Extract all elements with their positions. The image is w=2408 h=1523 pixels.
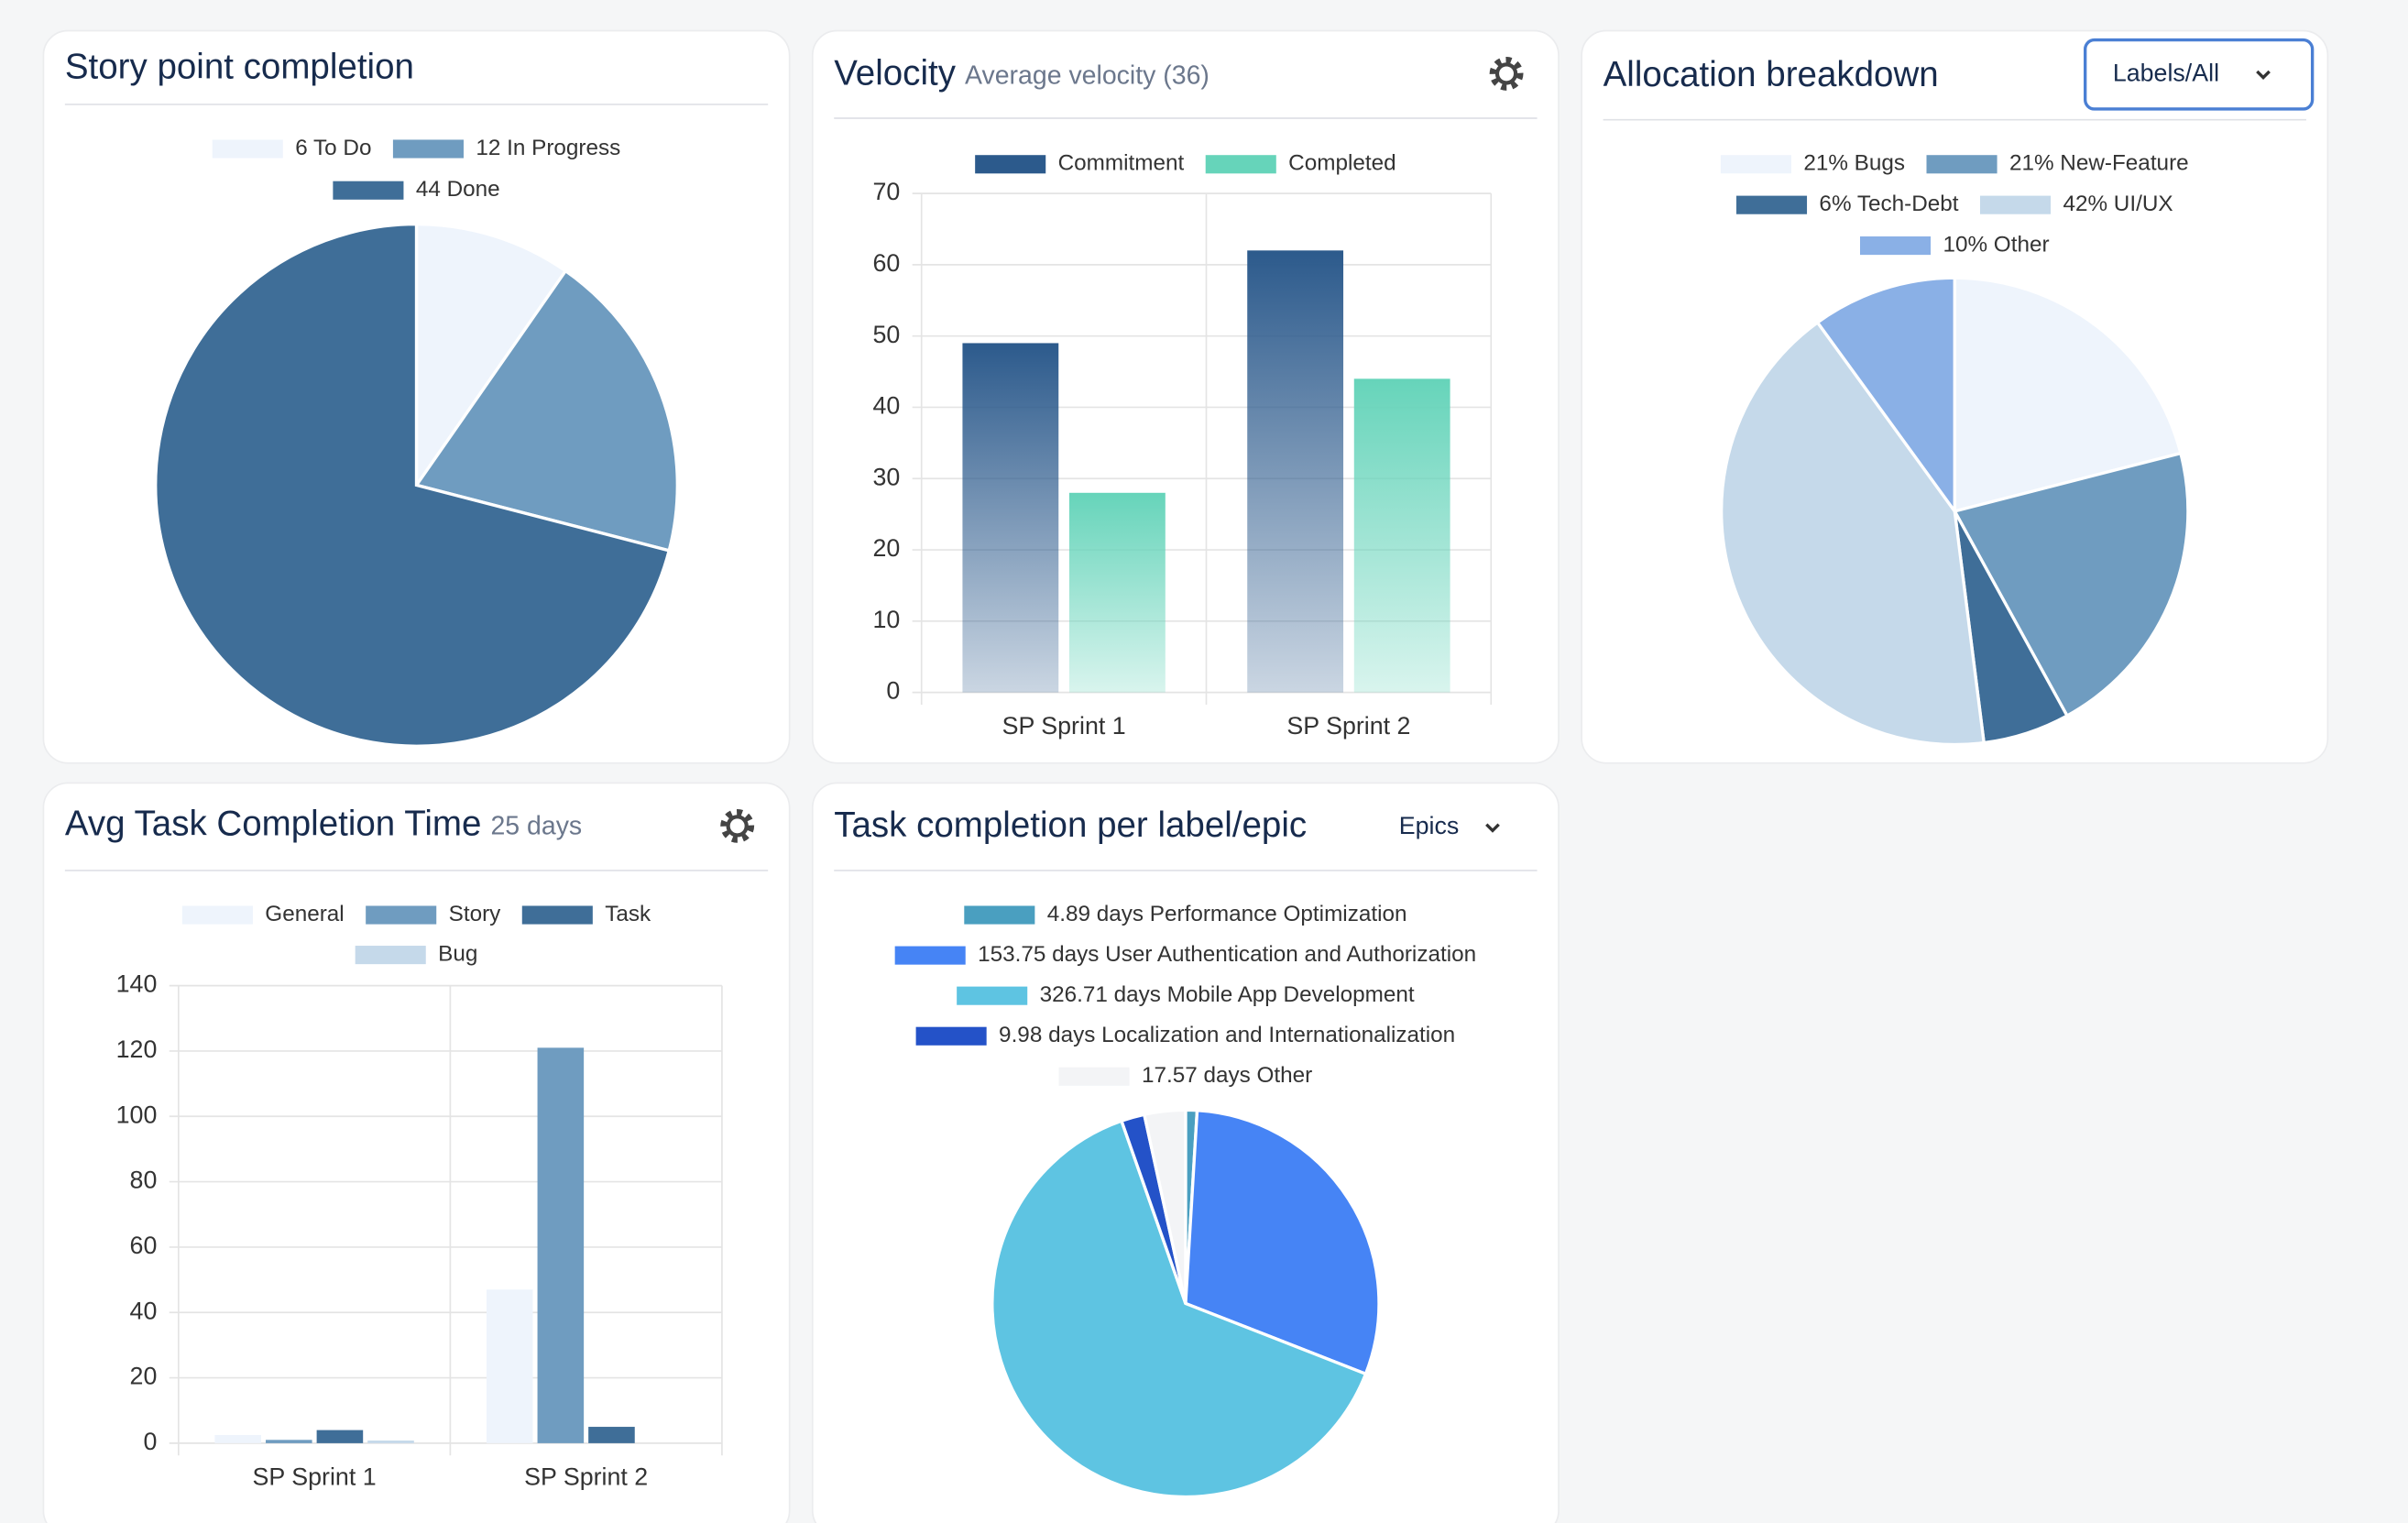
legend-label: Task (605, 902, 651, 926)
legend-label: 9.98 days Localization and International… (999, 1023, 1455, 1047)
legend-swatch (1205, 155, 1276, 174)
y-tick-label: 140 (116, 970, 158, 998)
y-tick-label: 100 (116, 1101, 158, 1128)
bar (266, 1440, 312, 1443)
card-title: Story point completion (65, 48, 414, 87)
legend-label: 44 Done (416, 177, 500, 202)
legend-swatch (957, 986, 1028, 1005)
legend-swatch (212, 139, 283, 159)
gear-icon-ring (726, 815, 749, 838)
bar (1247, 250, 1344, 693)
legend-label: 21% New-Feature (2009, 151, 2189, 176)
y-tick-label: 120 (116, 1035, 158, 1063)
card-title: Task completion per label/epic (834, 805, 1307, 845)
legend-label: 42% UI/UX (2063, 192, 2173, 216)
legend-label: 4.89 days Performance Optimization (1047, 902, 1407, 926)
pie-slice (413, 268, 679, 553)
x-tick-label: SP Sprint 2 (524, 1463, 648, 1490)
y-tick-label: 50 (872, 321, 900, 348)
y-tick-label: 10 (872, 606, 900, 633)
y-tick-label: 60 (872, 249, 900, 277)
x-tick-label: SP Sprint 1 (253, 1463, 377, 1490)
legend-label: General (265, 902, 344, 926)
pie-slice (154, 222, 672, 748)
gear-icon-ring (1494, 62, 1518, 85)
legend-swatch (1058, 1067, 1130, 1086)
legend-label: Completed (1288, 151, 1396, 176)
legend-swatch (1735, 195, 1808, 214)
y-tick-label: 80 (130, 1167, 158, 1194)
bar (316, 1430, 364, 1443)
y-tick-label: 30 (872, 463, 900, 490)
pie-slice (1952, 451, 2190, 718)
legend-swatch (1926, 155, 1998, 174)
pie-slice (1815, 276, 1956, 517)
y-tick-label: 70 (872, 178, 900, 205)
chevron (2256, 70, 2271, 80)
dropdown-label[interactable]: Epics (1399, 812, 1460, 839)
legend-label: Commitment (1058, 151, 1185, 176)
card-title: Avg Task Completion Time (65, 805, 482, 844)
legend-swatch (521, 905, 593, 925)
pie-slice (1953, 276, 2183, 514)
card (42, 782, 791, 1523)
legend-label: 17.57 days Other (1142, 1063, 1312, 1088)
legend-label: 326.71 days Mobile App Development (1040, 982, 1415, 1007)
legend-swatch (392, 139, 464, 159)
x-tick-label: SP Sprint 2 (1286, 712, 1410, 740)
gear-icon[interactable] (720, 808, 755, 843)
bar (962, 343, 1059, 693)
y-tick-label: 20 (872, 534, 900, 562)
pie-slice (1719, 320, 1987, 747)
bar (1068, 492, 1166, 693)
legend-label: 6% Tech-Debt (1819, 192, 1958, 216)
legend-swatch (355, 946, 426, 965)
filter-button-label: Labels/All (2113, 59, 2219, 86)
card-title: Velocity (834, 53, 956, 93)
legend-swatch (1859, 236, 1932, 256)
bar (486, 1289, 533, 1443)
y-tick-label: 0 (143, 1428, 157, 1455)
pie-slice (1184, 1108, 1381, 1376)
bar (1353, 378, 1450, 693)
pie-slice (414, 222, 568, 490)
y-tick-label: 40 (872, 392, 900, 420)
legend-swatch (915, 1026, 987, 1046)
legend-swatch (1979, 195, 2052, 214)
bar (214, 1434, 261, 1443)
chevron (1485, 823, 1500, 833)
legend-swatch (964, 905, 1035, 925)
legend-swatch (366, 905, 437, 925)
legend-swatch (975, 155, 1046, 174)
y-tick-label: 0 (886, 677, 900, 705)
bar (367, 1441, 414, 1443)
card-title: Allocation breakdown (1604, 55, 1939, 94)
legend-swatch (894, 946, 966, 965)
legend-label: 153.75 days User Authentication and Auth… (978, 942, 1476, 967)
bar (588, 1427, 635, 1443)
y-tick-label: 60 (130, 1232, 158, 1259)
bar (537, 1047, 585, 1443)
legend-swatch (333, 181, 404, 200)
y-tick-label: 40 (130, 1297, 158, 1324)
legend-label: 10% Other (1943, 232, 2049, 257)
filter-button[interactable] (2084, 38, 2315, 111)
legend-label: 6 To Do (295, 136, 371, 160)
legend-label: Story (449, 902, 502, 926)
pie-slice (1142, 1108, 1188, 1304)
legend-swatch (181, 905, 253, 925)
legend-swatch (1720, 155, 1791, 174)
card-subtitle: Average velocity (36) (965, 60, 1209, 90)
legend-label: 12 In Progress (476, 136, 620, 160)
card-subtitle: 25 days (490, 812, 582, 841)
gear-icon[interactable] (1489, 56, 1524, 91)
pie-slice (991, 1119, 1368, 1499)
y-tick-label: 20 (130, 1363, 158, 1390)
legend-label: 21% Bugs (1803, 151, 1905, 176)
legend-label: Bug (438, 942, 477, 967)
x-tick-label: SP Sprint 1 (1002, 712, 1126, 740)
